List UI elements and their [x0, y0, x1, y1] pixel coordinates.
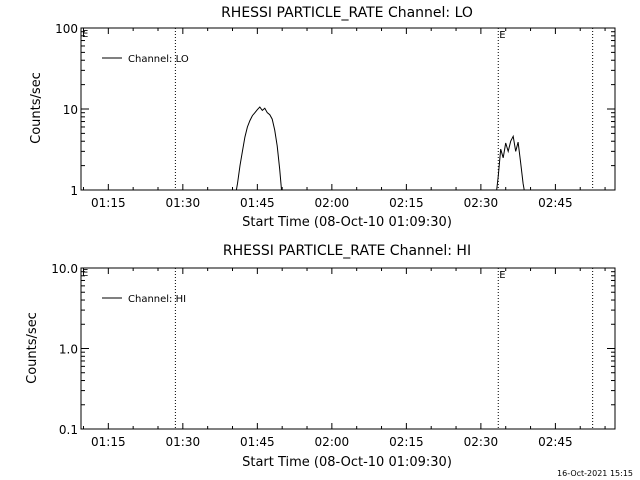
hi-corner-marker-e: E: [82, 268, 88, 279]
hi-plot-frame: [80, 267, 616, 430]
hi-y-tick-label: 10.0: [51, 262, 78, 276]
lo-series-line: [235, 106, 283, 190]
lo-y-tick-label: 1: [70, 184, 78, 198]
hi-x-tick-label: 02:30: [464, 435, 499, 449]
hi-chart-title: RHESSI PARTICLE_RATE Channel: HI: [223, 243, 471, 259]
lo-x-tick-label: 02:15: [389, 196, 424, 210]
hi-event-marker-label: E: [499, 270, 505, 281]
hi-legend-label: Channel: HI: [128, 294, 186, 305]
lo-event-marker-label: E: [499, 30, 505, 41]
hi-y-tick-label: 1.0: [59, 343, 78, 357]
lo-chart-title: RHESSI PARTICLE_RATE Channel: LO: [221, 5, 473, 21]
footer-timestamp: 16-Oct-2021 15:15: [557, 469, 633, 478]
hi-x-tick-label: 02:15: [389, 435, 424, 449]
hi-y-tick-label: 0.1: [59, 423, 78, 437]
hi-x-tick-label: 02:00: [315, 435, 350, 449]
lo-series-line: [496, 134, 525, 190]
lo-x-axis-label: Start Time (08-Oct-10 01:09:30): [242, 215, 452, 230]
lo-y-axis-label: Counts/sec: [29, 72, 44, 144]
lo-channel-panel: RHESSI PARTICLE_RATE Channel: LO Counts/…: [29, 5, 616, 230]
hi-y-axis-label: Counts/sec: [25, 312, 40, 384]
lo-plot-frame: [80, 27, 616, 191]
hi-channel-panel: RHESSI PARTICLE_RATE Channel: HI Counts/…: [25, 243, 616, 470]
lo-corner-marker-e: E: [82, 29, 88, 40]
lo-x-tick-label: 02:30: [464, 196, 499, 210]
hi-x-tick-label: 01:15: [91, 435, 126, 449]
lo-x-tick-label: 02:00: [315, 196, 350, 210]
lo-x-tick-label: 01:30: [166, 196, 201, 210]
hi-x-axis-label: Start Time (08-Oct-10 01:09:30): [242, 455, 452, 470]
lo-x-tick-label: 01:15: [91, 196, 126, 210]
hi-x-tick-label: 01:30: [166, 435, 201, 449]
lo-legend-label: Channel: LO: [128, 54, 189, 65]
hi-x-tick-label: 01:45: [240, 435, 275, 449]
lo-x-tick-label: 01:45: [240, 196, 275, 210]
lo-y-tick-label: 100: [55, 22, 78, 36]
hi-x-tick-label: 02:45: [538, 435, 573, 449]
lo-x-tick-label: 02:45: [538, 196, 573, 210]
lo-y-tick-label: 10: [63, 103, 78, 117]
